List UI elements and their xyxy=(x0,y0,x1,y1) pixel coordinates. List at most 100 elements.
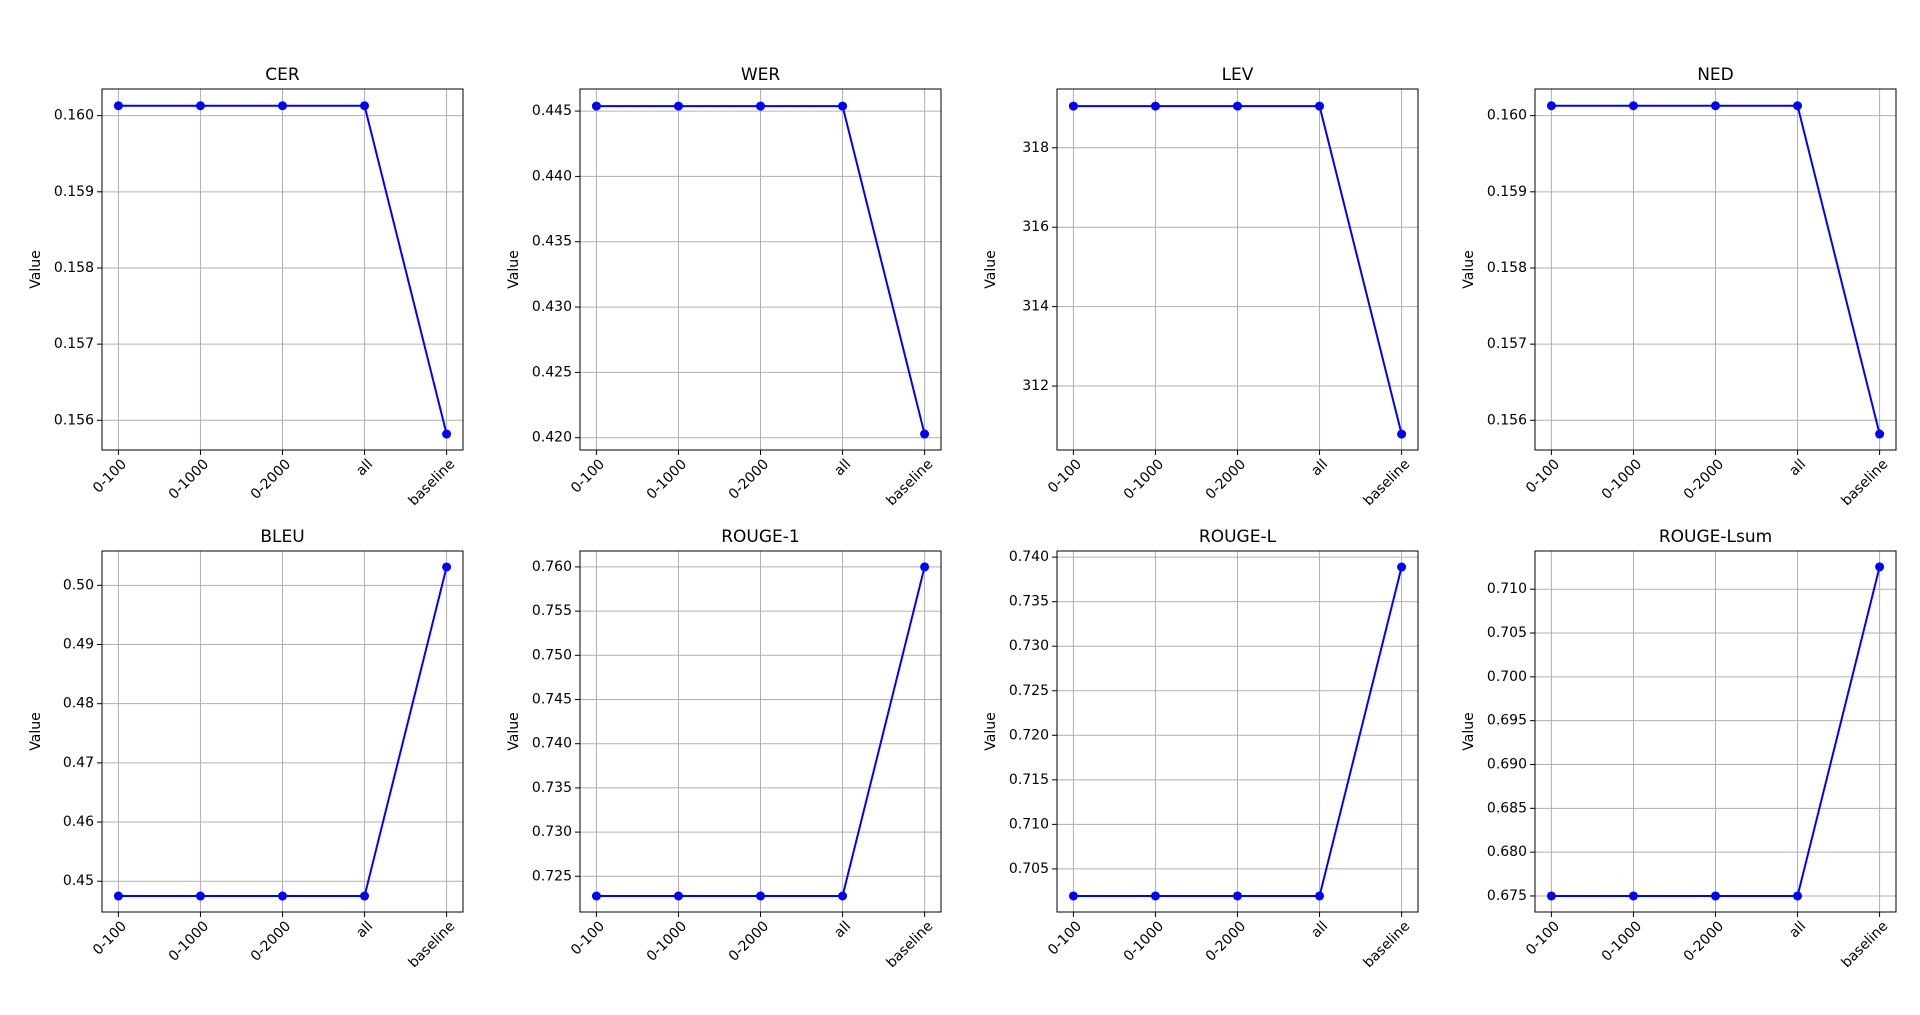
y-tick-label: 0.157 xyxy=(54,336,94,352)
marker xyxy=(195,101,205,111)
marker xyxy=(1793,101,1803,111)
y-tick-label: 0.50 xyxy=(63,577,94,593)
x-tick-label: 0-2000 xyxy=(1203,918,1249,964)
y-tick-label: 0.48 xyxy=(63,696,94,712)
y-tick-label: 0.157 xyxy=(1487,336,1527,352)
y-tick-label: 0.740 xyxy=(532,736,572,752)
plot-frame xyxy=(1056,88,1419,451)
marker xyxy=(1233,891,1242,901)
marker xyxy=(1397,562,1407,572)
x-tick-label: all xyxy=(1786,456,1809,479)
subplot: ROUGE-Lsum Value 0.675 0.680 0.685 0.690 0.695… xyxy=(1461,527,1897,971)
x-tick-label: all xyxy=(1308,456,1331,479)
y-tick-label: 0.760 xyxy=(532,559,572,575)
x-tick-label: 0-2000 xyxy=(1681,918,1727,964)
marker xyxy=(756,101,765,111)
x-tick-label: all xyxy=(1786,918,1809,941)
x-tick-label: baseline xyxy=(405,918,458,971)
x-tick-label: 0-100 xyxy=(1523,456,1563,496)
x-tick-label: 0-100 xyxy=(90,456,130,496)
marker xyxy=(920,429,930,439)
marker xyxy=(1068,101,1078,111)
x-tick-label: 0-1000 xyxy=(1121,918,1167,964)
x-tick-label: baseline xyxy=(1360,456,1413,509)
plot-frame xyxy=(101,550,464,913)
marker xyxy=(1397,429,1407,439)
y-tick-label: 316 xyxy=(1022,219,1049,235)
y-tick-label: 0.685 xyxy=(1487,800,1527,816)
subplot: WER Value 0.420 0.425 0.430 0.435 0.440 0.445 0-… xyxy=(506,65,942,509)
chart-title: NED xyxy=(1697,65,1734,85)
marker xyxy=(1068,891,1078,901)
marker xyxy=(673,891,683,901)
marker xyxy=(1150,891,1160,901)
y-tick-label: 0.158 xyxy=(54,260,94,276)
y-tick-label: 0.420 xyxy=(532,430,572,446)
x-tick-label: 0-1000 xyxy=(1599,456,1645,502)
y-tick-label: 0.445 xyxy=(532,103,572,119)
y-tick-label: 0.160 xyxy=(54,108,94,124)
y-axis-label: Value xyxy=(1461,250,1477,288)
y-tick-label: 0.156 xyxy=(1487,412,1527,428)
x-tick-label: 0-2000 xyxy=(248,918,294,964)
marker xyxy=(113,101,123,111)
y-tick-label: 0.720 xyxy=(1009,727,1049,743)
x-tick-label: baseline xyxy=(883,456,936,509)
y-tick-label: 0.705 xyxy=(1487,625,1527,641)
y-tick-label: 0.45 xyxy=(63,873,94,889)
y-tick-label: 0.725 xyxy=(532,868,572,884)
x-tick-label: baseline xyxy=(405,456,458,509)
x-tick-label: baseline xyxy=(1838,456,1891,509)
subplot: NED Value 0.156 0.157 0.158 0.159 0.160 0-100 0-… xyxy=(1461,65,1897,509)
y-tick-label: 314 xyxy=(1022,299,1049,315)
subplot: LEV Value 312 314 316 318 0-100 0-1000 0-2000 all… xyxy=(983,65,1419,509)
y-tick-label: 312 xyxy=(1022,378,1049,394)
marker xyxy=(1628,101,1638,111)
marker xyxy=(360,891,370,901)
marker xyxy=(591,891,601,901)
y-tick-label: 0.46 xyxy=(63,814,94,830)
x-tick-label: 0-2000 xyxy=(1203,456,1249,502)
x-tick-label: 0-2000 xyxy=(248,456,294,502)
y-tick-label: 0.710 xyxy=(1487,581,1527,597)
plot-frame xyxy=(101,88,464,451)
marker xyxy=(1875,562,1885,572)
x-tick-label: 0-100 xyxy=(568,918,608,958)
y-tick-label: 0.160 xyxy=(1487,108,1527,124)
marker xyxy=(673,101,683,111)
chart-title: ROUGE-Lsum xyxy=(1659,527,1772,547)
y-axis-label: Value xyxy=(28,712,44,750)
plot-frame xyxy=(579,550,942,913)
x-tick-label: 0-100 xyxy=(568,456,608,496)
chart-title: ROUGE-L xyxy=(1199,527,1277,547)
marker xyxy=(278,891,287,901)
x-tick-label: all xyxy=(831,918,854,941)
marker xyxy=(278,101,287,111)
x-tick-label: all xyxy=(353,918,376,941)
x-tick-label: 0-2000 xyxy=(726,918,772,964)
x-tick-label: 0-100 xyxy=(1523,918,1563,958)
y-tick-label: 0.710 xyxy=(1009,816,1049,832)
x-tick-label: all xyxy=(353,456,376,479)
marker xyxy=(195,891,205,901)
y-tick-label: 318 xyxy=(1022,140,1049,156)
x-tick-label: all xyxy=(831,456,854,479)
marker xyxy=(1546,101,1556,111)
y-axis-label: Value xyxy=(506,250,522,288)
y-tick-label: 0.49 xyxy=(63,637,94,653)
y-tick-label: 0.740 xyxy=(1009,549,1049,565)
marker xyxy=(838,891,848,901)
plot-frame xyxy=(579,88,942,451)
y-tick-label: 0.675 xyxy=(1487,888,1527,904)
y-tick-label: 0.695 xyxy=(1487,713,1527,729)
marker xyxy=(1315,101,1325,111)
y-tick-label: 0.680 xyxy=(1487,844,1527,860)
y-tick-label: 0.47 xyxy=(63,755,94,771)
marker xyxy=(1875,429,1885,439)
y-tick-label: 0.435 xyxy=(532,234,572,250)
x-tick-label: 0-100 xyxy=(1045,456,1085,496)
y-axis-label: Value xyxy=(1461,712,1477,750)
x-tick-label: baseline xyxy=(883,918,936,971)
marker xyxy=(591,101,601,111)
